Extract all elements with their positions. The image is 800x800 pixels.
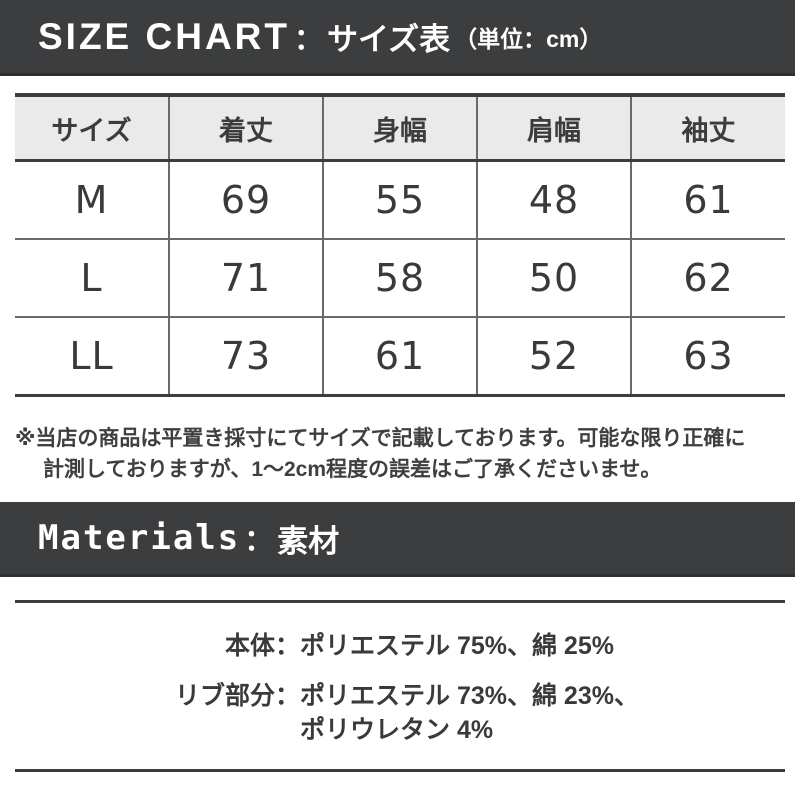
measurement-cell: 63 (630, 317, 785, 397)
measurement-note-line1: ※当店の商品は平置き採寸にてサイズで記載しております。可能な限り正確に (15, 427, 746, 450)
material-label: 本体： (0, 629, 300, 663)
divider-line-top (15, 600, 785, 603)
size-cell: LL (15, 317, 169, 397)
material-value: ポリエステル 73%、綿 23%、 ポリウレタン 4% (300, 679, 800, 747)
size-chart-title-en: SIZE CHART (38, 15, 290, 57)
measurement-cell: 48 (476, 160, 631, 240)
material-value-line: ポリエステル 75%、綿 25% (300, 632, 614, 660)
measurement-cell: 52 (476, 317, 631, 397)
header-cell-body-length: 着丈 (168, 93, 323, 162)
material-value-line2: ポリウレタン 4% (300, 716, 494, 744)
measurement-cell: 50 (476, 239, 631, 318)
material-label: リブ部分： (0, 679, 300, 747)
materials-title-en: Materials (38, 518, 241, 558)
header-cell-sleeve-length: 袖丈 (630, 93, 785, 162)
size-table-body: M 69 55 48 61 L 71 58 50 62 LL 73 61 52 … (15, 160, 785, 397)
materials-title-ja: 素材 (277, 523, 340, 559)
measurement-cell: 69 (168, 160, 323, 240)
measurement-cell: 71 (168, 239, 323, 318)
material-item-body: 本体： ポリエステル 75%、綿 25% (0, 629, 800, 663)
size-table-header: サイズ 着丈 身幅 肩幅 袖丈 (15, 93, 785, 162)
divider-line-bottom (15, 769, 785, 772)
materials-banner: Materials ： 素材 (0, 502, 795, 577)
size-row-l: L 71 58 50 62 (15, 239, 785, 318)
size-row-m: M 69 55 48 61 (15, 160, 785, 240)
material-value: ポリエステル 75%、綿 25% (300, 629, 800, 663)
size-row-ll: LL 73 61 52 63 (15, 317, 785, 397)
material-label-text: リブ部分 (174, 682, 275, 710)
measurement-cell: 55 (322, 160, 477, 240)
size-cell: L (15, 239, 169, 318)
size-chart-banner: SIZE CHART ： サイズ表 （単位：cm） (0, 0, 795, 76)
size-table-header-row: サイズ 着丈 身幅 肩幅 袖丈 (15, 93, 785, 162)
measurement-cell: 58 (322, 239, 477, 318)
size-cell: M (15, 160, 169, 240)
material-value-line: ポリエステル 73%、綿 23%、 (300, 682, 639, 710)
size-chart-title-separator: ： (294, 23, 324, 56)
header-cell-shoulder-width: 肩幅 (476, 93, 631, 162)
size-chart-title-ja: サイズ表 (327, 22, 451, 57)
material-label-colon: ： (274, 632, 300, 660)
material-label-colon: ： (274, 682, 300, 710)
measurement-cell: 61 (322, 317, 477, 397)
measurement-note-line2: 計測しておりますが、1〜2cm程度の誤差はご了承くださいませ。 (43, 458, 662, 481)
measurement-cell: 61 (630, 160, 785, 240)
measurement-note: ※当店の商品は平置き採寸にてサイズで記載しております。可能な限り正確に 計測して… (15, 423, 785, 485)
material-label-text: 本体 (224, 632, 275, 660)
measurement-cell: 62 (630, 239, 785, 318)
size-table: サイズ 着丈 身幅 肩幅 袖丈 M 69 55 48 61 L 71 58 50… (15, 93, 785, 397)
measurement-cell: 73 (168, 317, 323, 397)
size-chart-unit-label: （単位：cm） (454, 25, 603, 52)
materials-list: 本体： ポリエステル 75%、綿 25% リブ部分： ポリエステル 73%、綿 … (0, 629, 800, 747)
header-cell-size: サイズ (15, 93, 169, 162)
header-cell-body-width: 身幅 (322, 93, 477, 162)
material-item-rib: リブ部分： ポリエステル 73%、綿 23%、 ポリウレタン 4% (0, 679, 800, 747)
materials-title-separator: ： (244, 525, 274, 557)
